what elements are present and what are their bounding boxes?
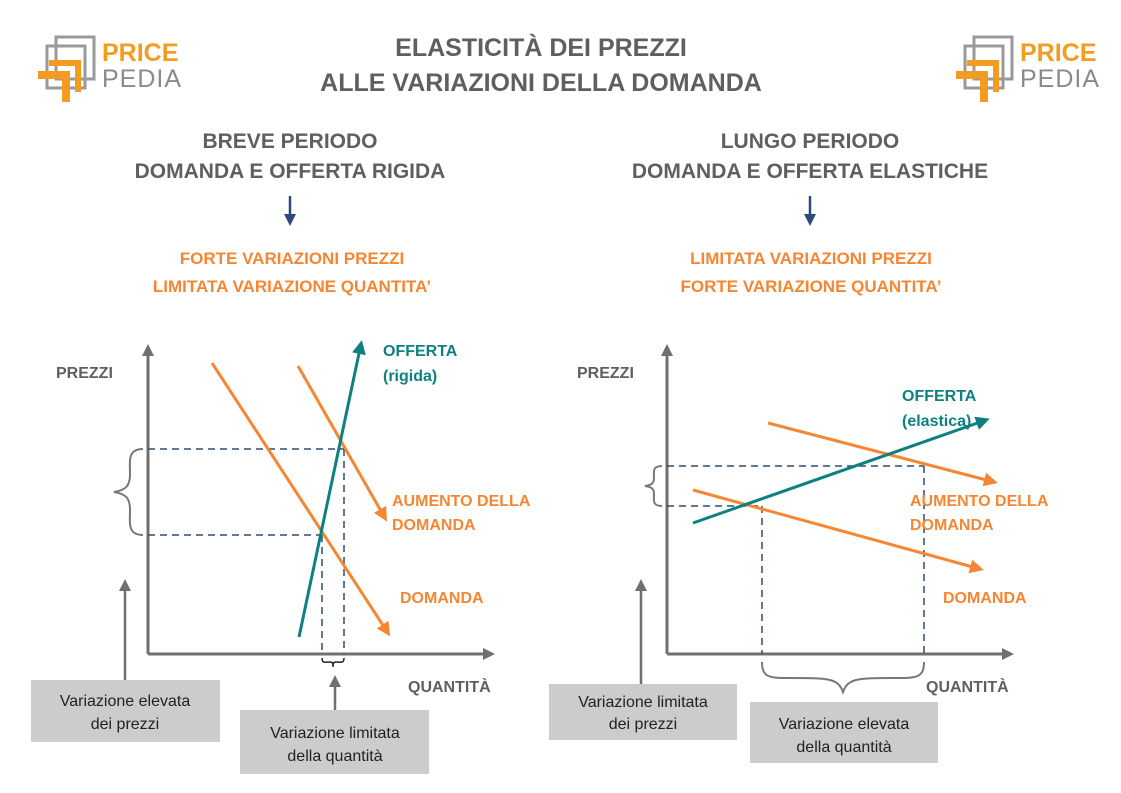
left-price-brace (113, 448, 144, 536)
right-supply-label-2: (elastica) (902, 413, 971, 430)
left-demand-label: DOMANDA (400, 590, 484, 607)
left-heading-line-2: DOMANDA E OFFERTA RIGIDA (135, 160, 446, 183)
right-y-axis-label: PREZZI (577, 365, 634, 382)
right-price-brace (644, 465, 663, 507)
logo-word-pedia: PEDIA (102, 65, 182, 93)
right-chart: PREZZI QUANTITÀ OFFERTA (elastica) AUMEN… (549, 344, 1049, 763)
right-supply-label-1: OFFERTA (902, 388, 977, 405)
right-heading-line-2: DOMANDA E OFFERTA ELASTICHE (632, 160, 988, 183)
right-quantity-box-line-2: della quantità (796, 739, 891, 756)
left-quantity-box-line-2: della quantità (287, 748, 382, 765)
left-supply-label-2: (rigida) (383, 368, 437, 385)
left-x-axis-label: QUANTITÀ (408, 677, 491, 696)
right-demand-line (692, 488, 984, 574)
left-quantity-variation-box (240, 710, 429, 774)
left-effect-line-1: FORTE VARIAZIONI PREZZI (180, 249, 404, 268)
right-demand-increase-label-1: AUMENTO DELLA (910, 493, 1049, 510)
left-heading-line-1: BREVE PERIODO (202, 130, 377, 153)
left-demand-increase-label-2: DOMANDA (392, 517, 476, 534)
left-quantity-brace (321, 657, 345, 668)
right-price-box-line-1: Variazione limitata (578, 694, 708, 711)
pricepedia-logo-right: PRICE PEDIA (956, 35, 1100, 102)
right-demand-label: DOMANDA (943, 590, 1027, 607)
right-price-variation-box (549, 684, 737, 740)
logo-word-price: PRICE (102, 39, 178, 67)
right-price-box-line-2: dei prezzi (609, 716, 677, 733)
left-chart: PREZZI QUANTITÀ OFFERTA (rigida) AUMENTO… (31, 340, 531, 774)
left-effect-line-2: LIMITATA VARIAZIONE QUANTITA’ (153, 277, 431, 296)
left-price-variation-box (31, 680, 220, 742)
right-quantity-variation-box (750, 702, 938, 763)
left-demand-line (210, 362, 391, 637)
left-supply-label-1: OFFERTA (383, 343, 458, 360)
right-heading-line-1: LUNGO PERIODO (721, 130, 900, 153)
title-line-2: ALLE VARIAZIONI DELLA DOMANDA (320, 69, 762, 97)
left-y-axis-label: PREZZI (56, 365, 113, 382)
title-line-1: ELASTICITÀ DEI PREZZI (395, 33, 687, 62)
right-quantity-box-line-1: Variazione elevata (779, 716, 910, 733)
left-price-box-line-1: Variazione elevata (60, 693, 191, 710)
right-effect-line-2: FORTE VARIAZIONE QUANTITA’ (681, 277, 942, 296)
left-price-box-line-2: dei prezzi (91, 716, 159, 733)
left-demand-increase-label-1: AUMENTO DELLA (392, 493, 531, 510)
right-quantity-brace (761, 661, 925, 695)
right-increased-demand-line (767, 421, 998, 487)
logo-word-pedia: PEDIA (1020, 65, 1100, 93)
right-supply-line (692, 416, 990, 525)
left-quantity-box-line-1: Variazione limitata (270, 725, 400, 742)
left-supply-line (297, 340, 366, 638)
right-effect-line-1: LIMITATA VARIAZIONI PREZZI (690, 249, 932, 268)
logo-word-price: PRICE (1020, 39, 1096, 67)
pricepedia-logo-left: PRICE PEDIA (38, 35, 182, 102)
right-demand-increase-label-2: DOMANDA (910, 517, 994, 534)
right-x-axis-label: QUANTITÀ (926, 677, 1009, 696)
